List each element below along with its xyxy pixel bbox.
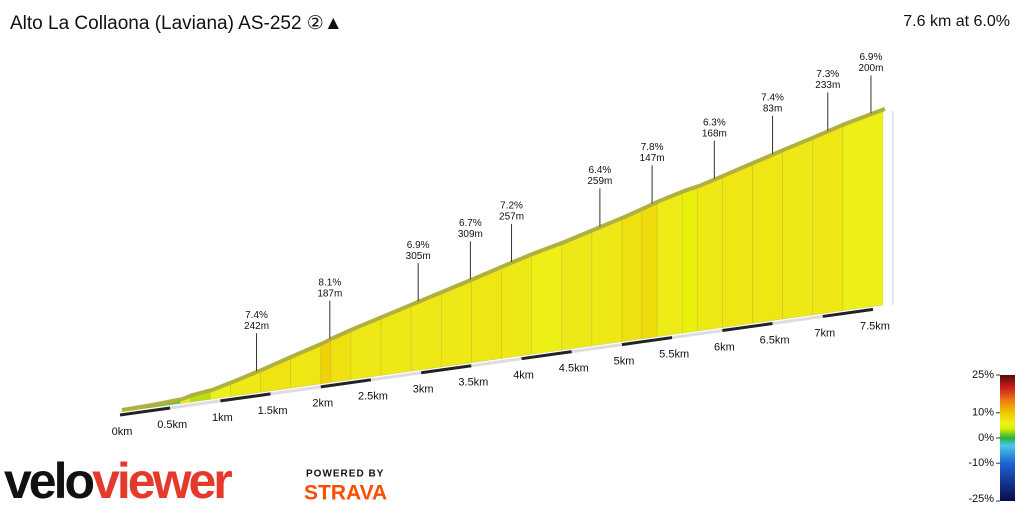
colorbar-label: 25%	[972, 369, 994, 381]
axis-segment	[220, 392, 271, 403]
axis-segment	[169, 399, 221, 410]
x-tick-label: 3.5km	[458, 377, 488, 389]
annotation-length: 305m	[406, 251, 431, 262]
profile-strip	[722, 163, 753, 328]
profile-strip	[320, 339, 332, 385]
profile-strip	[842, 110, 884, 311]
colorbar-label: -25%	[968, 493, 994, 505]
profile-strip	[696, 176, 723, 332]
profile-strip	[782, 138, 814, 320]
axis-segment	[119, 406, 171, 417]
x-tick-label: 2km	[312, 398, 333, 410]
profile-strip	[681, 187, 698, 334]
x-tick-label: 5km	[614, 356, 635, 368]
annotation-gradient: 7.3%	[816, 69, 839, 80]
axis-segment	[571, 343, 623, 354]
x-tick-label: 5.5km	[659, 348, 689, 360]
axis-segment	[671, 329, 723, 340]
annotation-length: 257m	[499, 212, 524, 223]
annotation-gradient: 6.7%	[459, 218, 482, 229]
profile-strip	[440, 280, 472, 368]
powered-by: POWERED BY	[306, 469, 384, 480]
x-tick-label: 0.5km	[157, 419, 187, 431]
axis-segment	[471, 357, 522, 368]
annotation-gradient: 6.9%	[407, 240, 430, 251]
axis-segment	[320, 378, 372, 389]
axis-segment	[420, 364, 472, 375]
axis-segment	[521, 350, 572, 361]
annotation-length: 259m	[587, 176, 612, 187]
annotation-gradient: 7.4%	[761, 92, 784, 103]
x-tick-label: 7.5km	[860, 320, 890, 332]
colorbar-label: 0%	[978, 432, 994, 444]
profile-strip	[410, 293, 442, 372]
annotation-length: 242m	[244, 321, 269, 332]
axis-segment	[772, 314, 823, 325]
profile-strip	[621, 209, 643, 342]
annotation-length: 168m	[702, 128, 727, 139]
annotation-length: 233m	[815, 80, 840, 91]
x-tick-label: 0km	[112, 426, 133, 438]
annotation-gradient: 7.2%	[500, 201, 523, 212]
x-tick-label: 6.5km	[760, 334, 790, 346]
axis-segment	[270, 385, 321, 396]
x-tick-label: 7km	[814, 327, 835, 339]
annotation-length: 147m	[640, 153, 665, 164]
axis-segment	[822, 307, 874, 318]
annotation-gradient: 6.4%	[588, 165, 611, 176]
profile-strip	[812, 125, 844, 316]
strava-logo: STRAVA	[304, 482, 387, 505]
profile-strip	[752, 151, 783, 324]
x-tick-label: 4km	[513, 370, 534, 382]
x-tick-label: 3km	[413, 384, 434, 396]
x-tick-label: 4.5km	[559, 363, 589, 375]
annotation-gradient: 7.4%	[245, 310, 268, 321]
chart-title: Alto La Collaona (Laviana) AS-252 ②▲	[10, 13, 343, 34]
annotation-gradient: 8.1%	[318, 277, 341, 288]
annotation-gradient: 6.3%	[703, 117, 726, 128]
profile-strip	[591, 218, 623, 347]
profile-strip	[561, 231, 593, 351]
annotation-length: 309m	[458, 229, 483, 240]
annotation-length: 187m	[317, 288, 342, 299]
profile-strip	[656, 192, 683, 338]
profile-strip	[531, 243, 563, 355]
annotation-length: 200m	[858, 63, 883, 74]
annotation-gradient: 6.9%	[860, 52, 883, 63]
x-tick-label: 1.5km	[258, 405, 288, 417]
axis-segment	[370, 371, 422, 382]
axis-segment	[722, 322, 773, 333]
profile-strip	[471, 267, 502, 364]
profile-strip	[641, 202, 658, 340]
annotation-length: 83m	[763, 103, 782, 114]
chart-subtitle: 7.6 km at 6.0%	[903, 13, 1010, 30]
colorbar	[1000, 375, 1015, 501]
colorbar-label: 10%	[972, 407, 994, 419]
x-tick-label: 6km	[714, 341, 735, 353]
brand-logo: veloviewer	[4, 453, 232, 509]
colorbar-label: -10%	[968, 457, 994, 469]
x-tick-label: 1km	[212, 412, 233, 424]
x-tick-label: 2.5km	[358, 391, 388, 403]
profile-ridge	[121, 106, 886, 412]
annotation-gradient: 7.8%	[641, 142, 664, 153]
axis-segment	[621, 336, 673, 347]
profile-strip	[501, 255, 532, 359]
